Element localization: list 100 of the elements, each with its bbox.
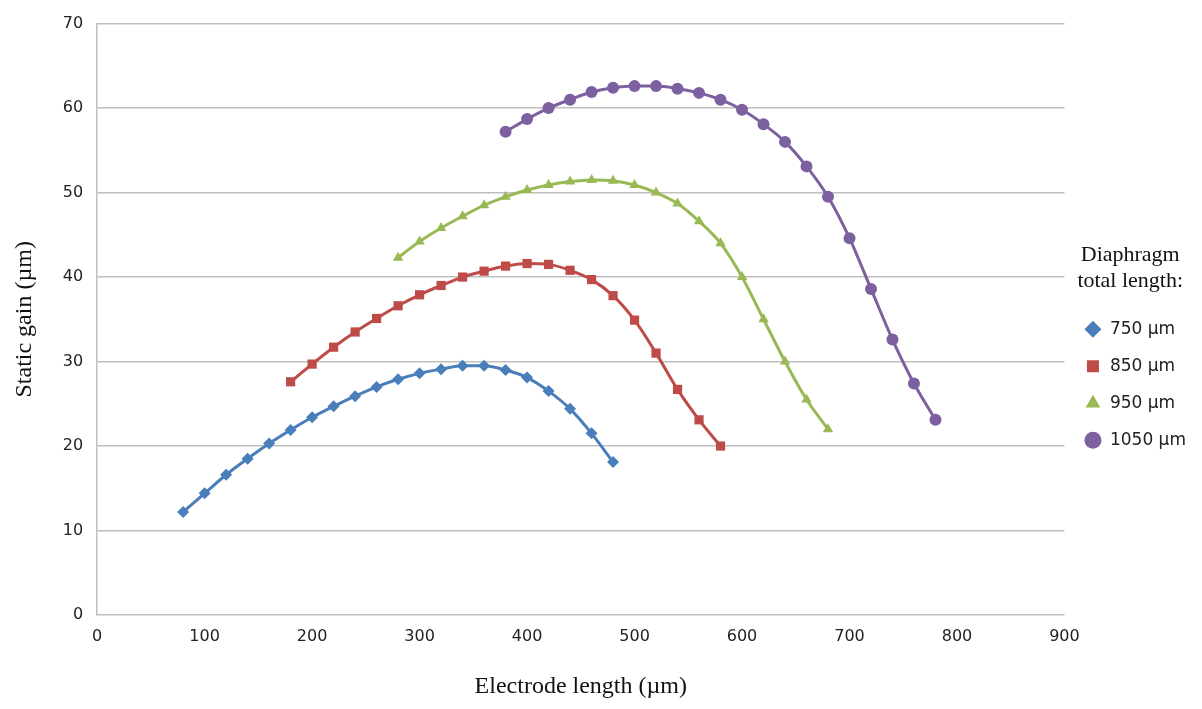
point bbox=[586, 173, 597, 183]
y-tick-label: 30 bbox=[62, 350, 84, 370]
point bbox=[457, 272, 468, 282]
x-axis-title: Electrode length (µm) bbox=[474, 671, 688, 698]
point bbox=[822, 423, 834, 433]
point bbox=[241, 452, 254, 465]
point bbox=[220, 468, 233, 481]
point bbox=[457, 210, 468, 220]
x-tick-label: 200 bbox=[296, 625, 328, 645]
point bbox=[715, 237, 726, 247]
point bbox=[414, 235, 425, 245]
point bbox=[585, 427, 598, 440]
point bbox=[564, 402, 577, 415]
point bbox=[542, 385, 555, 398]
point bbox=[543, 259, 554, 269]
point bbox=[779, 355, 791, 365]
point bbox=[500, 261, 511, 271]
point bbox=[822, 190, 835, 203]
point bbox=[500, 190, 511, 200]
legend-label: 850 µm bbox=[1109, 354, 1176, 375]
point bbox=[499, 125, 512, 138]
point bbox=[757, 118, 770, 131]
point bbox=[307, 359, 317, 369]
point bbox=[198, 487, 211, 500]
point bbox=[800, 160, 813, 173]
point bbox=[413, 367, 426, 380]
point bbox=[629, 315, 640, 325]
point bbox=[284, 423, 297, 436]
point bbox=[456, 359, 469, 372]
point bbox=[522, 258, 532, 269]
point bbox=[779, 135, 792, 148]
point bbox=[693, 215, 705, 225]
y-tick-label: 0 bbox=[72, 604, 84, 624]
point bbox=[907, 377, 920, 390]
point bbox=[543, 178, 554, 188]
point bbox=[865, 282, 877, 295]
point bbox=[521, 371, 534, 384]
point bbox=[372, 313, 382, 324]
point bbox=[521, 113, 534, 126]
point bbox=[714, 93, 727, 106]
point bbox=[585, 86, 598, 99]
x-tick-label: 0 bbox=[92, 625, 103, 645]
point bbox=[436, 280, 446, 291]
point bbox=[929, 413, 942, 426]
x-tick-label: 600 bbox=[726, 625, 758, 645]
point bbox=[607, 456, 620, 469]
point bbox=[843, 232, 856, 245]
point bbox=[393, 301, 403, 311]
x-tick-label: 300 bbox=[404, 625, 435, 645]
x-tick-label: 900 bbox=[1049, 625, 1080, 645]
point bbox=[435, 363, 448, 376]
point bbox=[415, 290, 425, 300]
y-tick-label: 10 bbox=[62, 519, 84, 539]
y-axis-title: Static gain (µm) bbox=[9, 241, 36, 398]
point bbox=[564, 175, 576, 185]
point bbox=[564, 93, 577, 106]
point bbox=[628, 80, 641, 93]
point bbox=[542, 102, 555, 115]
point bbox=[607, 81, 620, 94]
y-tick-label: 40 bbox=[62, 266, 84, 286]
point bbox=[671, 82, 684, 95]
point bbox=[629, 178, 640, 188]
point bbox=[263, 437, 276, 450]
point bbox=[499, 363, 512, 376]
point bbox=[607, 174, 619, 184]
y-tick-label: 60 bbox=[62, 97, 84, 117]
x-tick-label: 800 bbox=[941, 625, 973, 645]
point bbox=[651, 348, 661, 358]
point bbox=[177, 505, 190, 518]
point bbox=[715, 441, 726, 451]
point bbox=[306, 411, 319, 424]
point bbox=[650, 80, 663, 93]
point bbox=[693, 86, 706, 99]
point bbox=[286, 377, 296, 387]
point bbox=[736, 103, 749, 116]
point bbox=[349, 390, 362, 403]
point bbox=[565, 265, 575, 275]
point bbox=[694, 415, 704, 425]
point bbox=[801, 393, 812, 403]
x-tick-label: 100 bbox=[189, 625, 220, 645]
point bbox=[350, 327, 360, 337]
point bbox=[886, 333, 899, 346]
point bbox=[608, 291, 618, 301]
point bbox=[327, 400, 340, 413]
y-tick-label: 20 bbox=[62, 435, 84, 455]
point bbox=[329, 342, 339, 352]
y-tick-label: 70 bbox=[62, 12, 84, 32]
point bbox=[672, 197, 683, 207]
point bbox=[758, 313, 769, 323]
legend-label: 750 µm bbox=[1109, 317, 1176, 338]
x-tick-label: 400 bbox=[511, 625, 543, 645]
point bbox=[478, 359, 491, 372]
legend-title: Diaphragm total length: bbox=[1077, 241, 1184, 293]
legend-label: 950 µm bbox=[1109, 391, 1176, 412]
legend-label: 1050 µm bbox=[1109, 428, 1186, 449]
point bbox=[392, 251, 404, 261]
x-tick-label: 500 bbox=[619, 625, 650, 645]
y-tick-label: 50 bbox=[62, 181, 84, 201]
point bbox=[392, 373, 405, 386]
point bbox=[736, 271, 748, 281]
